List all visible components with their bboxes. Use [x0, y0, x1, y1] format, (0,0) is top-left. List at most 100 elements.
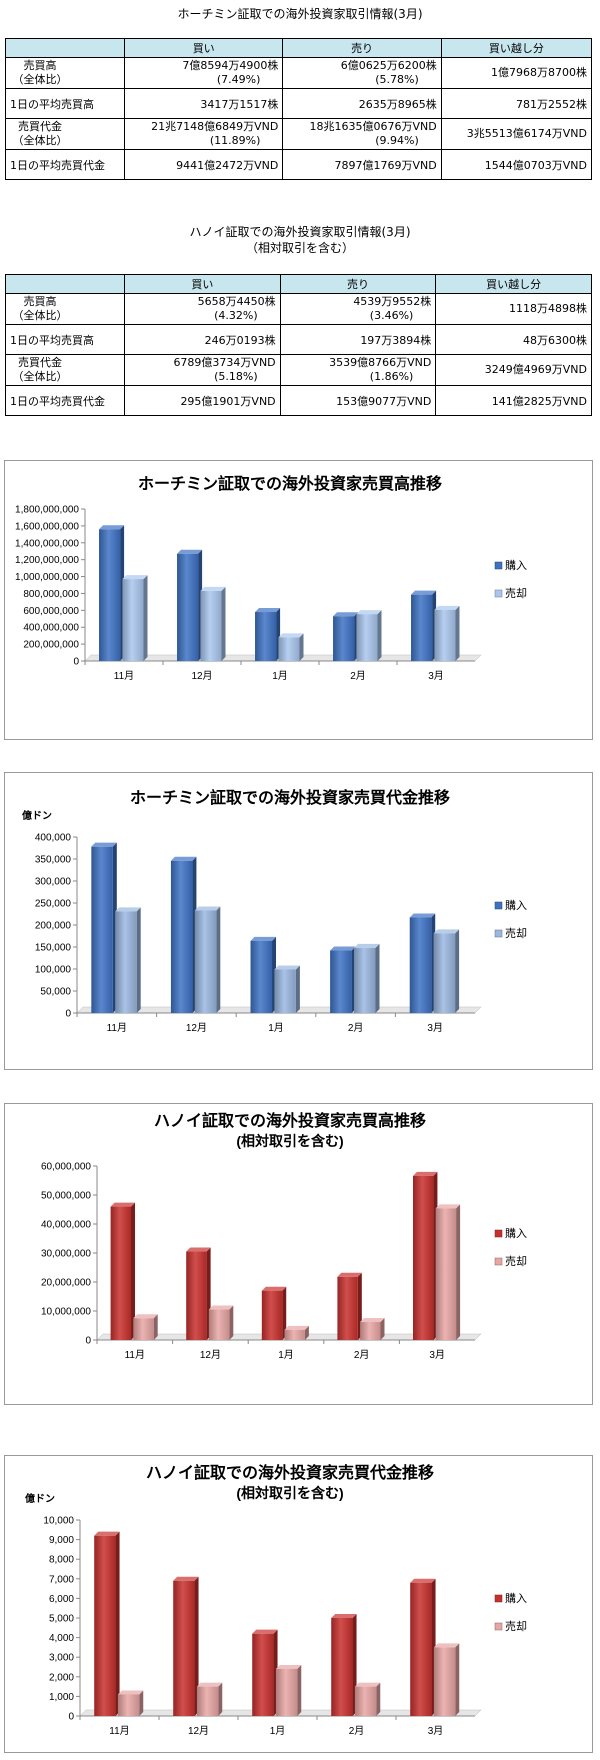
y-tick-label: 100,000	[35, 965, 72, 976]
cell-value: 3539億8766万VND	[329, 356, 432, 369]
x-tick-label: 11月	[107, 1022, 127, 1034]
bar-side	[143, 575, 148, 661]
cell-value: 7897億1769万VND	[282, 149, 442, 180]
bar	[110, 1206, 132, 1340]
legend-swatch	[494, 1622, 503, 1631]
legend-swatch	[494, 901, 503, 910]
bar	[177, 553, 199, 661]
row-sublabel: （全体比）	[12, 73, 68, 86]
legend-swatch	[494, 929, 503, 938]
row-label: 1日の平均売買代金	[5, 385, 125, 416]
bar-side	[139, 1690, 144, 1716]
cell-value: 3兆5513億6174万VND	[440, 118, 593, 150]
bar-top	[208, 1305, 234, 1310]
bar	[133, 1318, 154, 1340]
legend-label: 売却	[505, 587, 527, 600]
cell-value: 5658万4450株	[197, 295, 276, 308]
bar-side	[377, 610, 382, 661]
hcm-volume-chart: ホーチミン証取での海外投資家売買高推移 0 200,000,000 400,000,0…	[15, 474, 527, 682]
bar-side	[218, 1682, 223, 1716]
chart-box-hn-volume: ハノイ証取での海外投資家売買高推移 (相対取引を含む) 0 10,000,000 20,…	[4, 1103, 593, 1405]
y-tick-label: 150,000	[35, 943, 72, 954]
hn-table-subtitle: （相対取引を含む）	[245, 241, 354, 255]
x-tick-label: 12月	[200, 1349, 221, 1361]
bar	[360, 1322, 381, 1340]
legend-label: 購入	[505, 1226, 527, 1240]
bar	[435, 1208, 457, 1340]
table-row: 1日の平均売買代金 9441億2472万VND 7897億1769万VND 15…	[5, 149, 593, 180]
y-axis-label: 億ドン	[25, 1492, 55, 1505]
bar-side	[455, 929, 460, 1013]
bar-top	[356, 610, 382, 615]
bar	[354, 1686, 377, 1716]
legend-label: 売却	[505, 927, 527, 940]
y-tick-label: 1,000,000,000	[15, 572, 79, 583]
x-tick-label: 3月	[428, 670, 444, 682]
cell-ratio: (4.32%)	[214, 309, 258, 322]
y-tick-label: 800,000,000	[23, 589, 79, 600]
bar	[413, 1175, 434, 1340]
row-label: 1日の平均売買代金	[5, 149, 125, 180]
bar	[173, 1580, 195, 1716]
bar-side	[216, 906, 221, 1013]
bar	[278, 637, 300, 661]
bar-top	[333, 612, 359, 617]
y-axis-label: 億ドン	[22, 809, 52, 822]
bar-side	[136, 907, 141, 1013]
cell-value: 153億9077万VND	[279, 385, 437, 416]
table-row: 1日の平均売買高 246万0193株 197万3894株 48万6300株	[5, 324, 592, 355]
hn-table-title: ハノイ証取での海外投資家取引情報(3月)	[189, 225, 411, 239]
cell-value: 48万6300株	[435, 324, 592, 355]
bar-top	[409, 913, 436, 918]
legend-label: 売却	[505, 1255, 527, 1268]
x-tick-label: 2月	[354, 1349, 370, 1361]
bar	[330, 950, 352, 1013]
bar	[275, 1668, 298, 1716]
y-tick-label: 2,000	[49, 1672, 74, 1683]
bar-top	[115, 907, 141, 912]
bar-top	[122, 575, 148, 580]
bar	[250, 940, 273, 1013]
bar-top	[354, 1682, 381, 1687]
bar-top	[133, 1314, 158, 1319]
y-tick-label: 10,000,000	[41, 1307, 91, 1318]
bar	[200, 590, 222, 661]
y-tick-label: 20,000,000	[41, 1278, 91, 1289]
chart-title: ハノイ証取での海外投資家売買高推移	[154, 1111, 426, 1130]
bar-top	[200, 586, 226, 591]
table-row: 1日の平均売買代金 295億1901万VND 153億9077万VND 141億…	[5, 385, 592, 416]
legend-label: 購入	[505, 1591, 527, 1605]
bar	[117, 1694, 140, 1716]
row-label: 売買高	[23, 295, 57, 308]
y-tick-label: 50,000	[40, 987, 71, 998]
cell-value: 197万3894株	[279, 324, 437, 355]
bar	[433, 1647, 456, 1716]
bar	[331, 1618, 353, 1716]
bar-side	[299, 633, 304, 661]
hcm-trade-table: 買い 売り 買い越し分 売買高 （全体比） 7億8594万4900株 (7.49%)…	[5, 38, 593, 180]
legend-swatch	[494, 1594, 503, 1603]
bar-top	[196, 1682, 223, 1687]
bar-top	[274, 965, 300, 970]
chart-box-hcm-volume: ホーチミン証取での海外投資家売買高推移 0 200,000,000 400,000,0…	[4, 460, 593, 740]
col-header-buy: 買い	[124, 274, 281, 294]
y-tick-label: 250,000	[35, 899, 72, 910]
bar	[333, 616, 355, 661]
y-tick-label: 400,000	[35, 833, 72, 844]
bar-top	[284, 1325, 309, 1330]
cell-value: 1億7968万8700株	[440, 57, 593, 89]
x-tick-label: 12月	[188, 1725, 209, 1737]
legend-swatch	[494, 589, 503, 598]
chart-title: ホーチミン証取での海外投資家売買高推移	[138, 474, 442, 493]
y-tick-label: 3,000	[49, 1653, 74, 1664]
bar-top	[117, 1690, 144, 1695]
bar-top	[275, 1664, 302, 1669]
bar-top	[413, 1171, 438, 1176]
bar-top	[186, 1247, 211, 1252]
row-sublabel: （全体比）	[12, 370, 68, 383]
cell-value: 6億0625万6200株	[340, 59, 437, 72]
cell-value: 295億1901万VND	[124, 385, 281, 416]
bar-side	[376, 1682, 381, 1716]
bar-side	[221, 586, 226, 661]
